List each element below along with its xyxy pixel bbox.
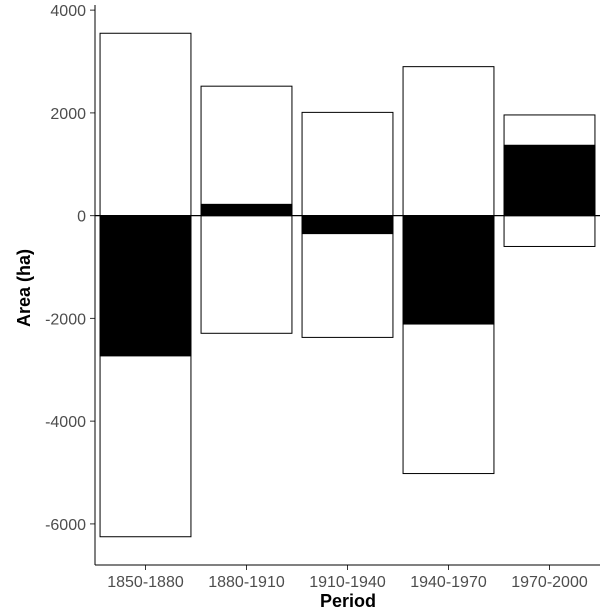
loss-bar [200, 215, 293, 334]
x-tick-label: 1940-1970 [410, 574, 487, 591]
net-bar [402, 215, 495, 325]
y-tick-label: -6000 [45, 517, 86, 534]
plot-area: 1850-1880 1880-1910 1910-1940 1940-1970 1970… [45, 3, 600, 591]
x-tick-label: 1850-1880 [107, 574, 184, 591]
y-tick-label: 4000 [50, 3, 86, 20]
y-tick-label: -2000 [45, 311, 86, 328]
gain-bar [200, 85, 293, 217]
net-bar [200, 203, 293, 217]
x-tick-label: 1970-2000 [511, 574, 588, 591]
gain-bar [402, 66, 495, 217]
loss-bar [503, 215, 596, 247]
x-tick-label: 1910-1940 [309, 574, 386, 591]
y-tick-label: 2000 [50, 106, 86, 123]
x-tick-label: 1880-1910 [208, 574, 285, 591]
y-tick-label: -4000 [45, 414, 86, 431]
x-axis-title: Period [320, 591, 376, 611]
gain-bar [301, 111, 394, 217]
y-tick-label: 0 [77, 209, 86, 226]
y-axis-title: Area (ha) [14, 249, 34, 327]
net-bar [99, 215, 192, 357]
gain-bar [99, 32, 192, 217]
net-bar [503, 144, 596, 217]
net-bar [301, 215, 394, 235]
